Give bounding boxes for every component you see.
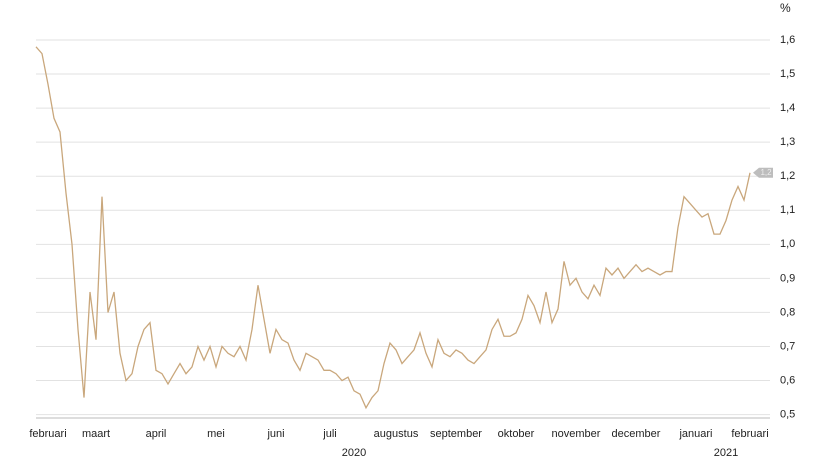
x-tick-label: januari — [678, 428, 712, 440]
y-tick-label: 1,1 — [780, 204, 795, 216]
y-tick-label: 1,6 — [780, 34, 795, 46]
year-label: 2020 — [342, 447, 366, 459]
y-tick-label: 0,7 — [780, 340, 795, 352]
x-tick-label: februari — [29, 428, 66, 440]
x-tick-label: december — [612, 428, 661, 440]
y-tick-label: 0,9 — [780, 272, 795, 284]
x-tick-label: september — [430, 428, 482, 440]
x-tick-label: oktober — [498, 428, 535, 440]
y-tick-label: 1,2 — [780, 170, 795, 182]
end-marker — [753, 167, 773, 178]
y-tick-label: 1,3 — [780, 136, 795, 148]
y-unit: % — [780, 1, 791, 15]
y-tick-label: 0,5 — [780, 409, 795, 421]
x-tick-label: mei — [207, 428, 225, 440]
x-tick-label: augustus — [374, 428, 419, 440]
x-tick-label: juni — [266, 428, 284, 440]
data-line — [35, 46, 751, 410]
y-tick-label: 0,6 — [780, 374, 795, 386]
x-tick-label: april — [146, 428, 167, 440]
x-tick-label: maart — [82, 428, 110, 440]
x-tick-label: juli — [322, 428, 336, 440]
y-tick-label: 1,0 — [780, 238, 795, 250]
year-label: 2021 — [714, 447, 738, 459]
x-tick-label: november — [552, 428, 601, 440]
x-tick-label: februari — [731, 428, 768, 440]
y-tick-label: 1,4 — [780, 102, 795, 114]
end-label: 1,2 — [760, 168, 772, 177]
y-tick-label: 0,8 — [780, 306, 795, 318]
y-tick-label: 1,5 — [780, 68, 795, 80]
